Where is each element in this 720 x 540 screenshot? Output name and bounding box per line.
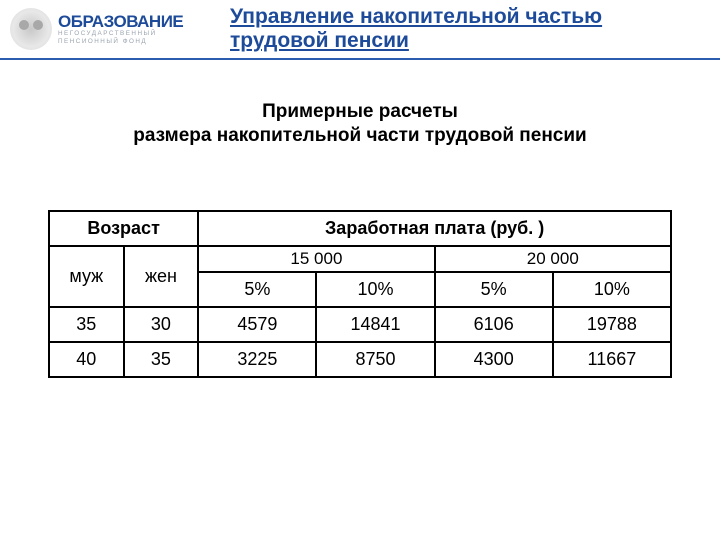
table-row-header1: Возраст Заработная плата (руб. ) <box>49 211 671 246</box>
th-pct-2: 5% <box>435 272 553 307</box>
calc-table: Возраст Заработная плата (руб. ) муж жен… <box>48 210 672 378</box>
cell-f: 30 <box>124 307 199 342</box>
cell-v2: 6106 <box>435 307 553 342</box>
th-pct-0: 5% <box>198 272 316 307</box>
header-rule <box>0 58 720 60</box>
cell-f: 35 <box>124 342 199 377</box>
subtitle-line1: Примерные расчеты <box>262 101 458 122</box>
owl-icon <box>10 8 52 50</box>
title-line2: трудовой пенсии <box>230 29 409 52</box>
table-row: 40 35 3225 8750 4300 11667 <box>49 342 671 377</box>
header-bar: ОБРАЗОВАНИЕ НЕГОСУДАРСТВЕННЫЙ ПЕНСИОННЫЙ… <box>0 0 720 58</box>
table-row-header2: муж жен 15 000 20 000 <box>49 246 671 272</box>
cell-v0: 3225 <box>198 342 316 377</box>
cell-v3: 11667 <box>553 342 671 377</box>
logo-sub-line1: НЕГОСУДАРСТВЕННЫЙ <box>58 31 183 37</box>
title-line1: Управление накопительной частью <box>230 5 602 28</box>
cell-v2: 4300 <box>435 342 553 377</box>
cell-m: 35 <box>49 307 124 342</box>
th-salary: Заработная плата (руб. ) <box>198 211 671 246</box>
th-pct-1: 10% <box>316 272 434 307</box>
logo-sub-line2: ПЕНСИОННЫЙ ФОНД <box>58 39 183 45</box>
cell-v1: 8750 <box>316 342 434 377</box>
page-title: Управление накопительной частью трудовой… <box>230 5 720 53</box>
th-male: муж <box>49 246 124 307</box>
cell-v1: 14841 <box>316 307 434 342</box>
th-salary-15000: 15 000 <box>198 246 434 272</box>
cell-v0: 4579 <box>198 307 316 342</box>
cell-v3: 19788 <box>553 307 671 342</box>
logo-text: ОБРАЗОВАНИЕ НЕГОСУДАРСТВЕННЫЙ ПЕНСИОННЫЙ… <box>58 13 183 45</box>
th-salary-20000: 20 000 <box>435 246 671 272</box>
logo-main-text: ОБРАЗОВАНИЕ <box>58 13 183 30</box>
logo-block: ОБРАЗОВАНИЕ НЕГОСУДАРСТВЕННЫЙ ПЕНСИОННЫЙ… <box>0 8 230 50</box>
table-row: 35 30 4579 14841 6106 19788 <box>49 307 671 342</box>
subtitle-line2: размера накопительной части трудовой пен… <box>133 125 586 146</box>
cell-m: 40 <box>49 342 124 377</box>
calc-table-wrap: Возраст Заработная плата (руб. ) муж жен… <box>48 210 672 378</box>
th-pct-3: 10% <box>553 272 671 307</box>
th-age: Возраст <box>49 211 198 246</box>
th-female: жен <box>124 246 199 307</box>
subtitle: Примерные расчеты размера накопительной … <box>0 100 720 148</box>
